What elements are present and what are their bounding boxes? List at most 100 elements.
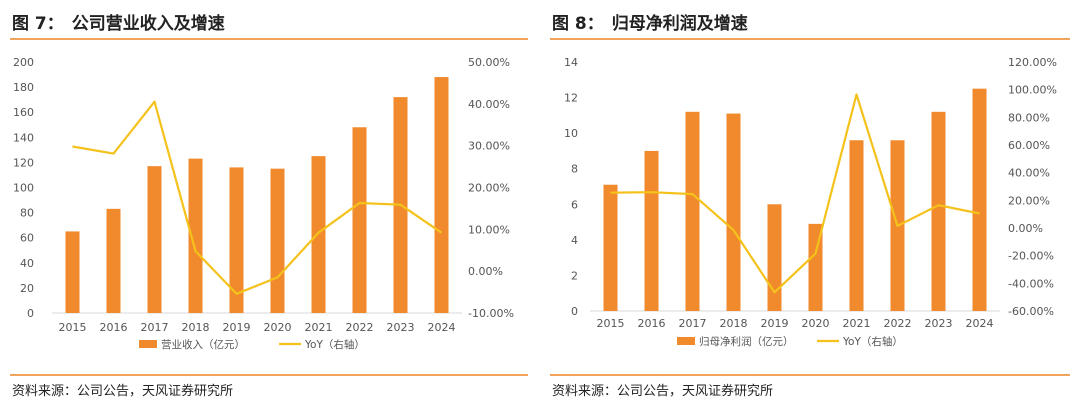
y2-tick-label: 10.00% xyxy=(468,223,510,236)
bar-mark xyxy=(229,167,244,313)
chart-title: 图 8： 归母净利润及增速 xyxy=(552,9,748,34)
figure-title: 归母净利润及增速 xyxy=(611,14,748,34)
chart-legend: 归母净利润（亿元） YoY（右轴） xyxy=(677,335,903,348)
chart-title: 图 7： 公司营业收入及增速 xyxy=(12,9,225,34)
x-tick-label: 2020 xyxy=(264,321,292,334)
bar-mark xyxy=(603,184,618,311)
y-tick-label: 0 xyxy=(571,305,578,318)
x-tick-label: 2024 xyxy=(966,317,994,330)
x-tick-label: 2016 xyxy=(100,321,128,334)
x-tick-label: 2023 xyxy=(925,317,953,330)
x-tick-label: 2015 xyxy=(597,317,625,330)
bar-mark xyxy=(311,156,326,313)
title-rule xyxy=(10,38,528,40)
revenue-chart: 0 20 40 60 80 100 120 140 160 180 200 -10.00% 0.00% 1… xyxy=(13,56,514,351)
y-tick-label: 10 xyxy=(564,127,578,140)
net-profit-chart: 0 2 4 6 8 10 12 14 -60.00% -40.00% -20.00% 0.00% 20.… xyxy=(564,56,1057,348)
bar-mark xyxy=(434,77,449,313)
bar-mark xyxy=(726,113,741,311)
y-tick-label: 2 xyxy=(571,269,578,282)
y2-tick-label: -60.00% xyxy=(1008,305,1054,318)
y2-tick-label: 20.00% xyxy=(468,182,510,195)
bar-mark xyxy=(931,111,946,311)
x-tick-label: 2022 xyxy=(346,321,374,334)
bar-mark xyxy=(352,127,367,313)
source-rule xyxy=(550,374,1070,376)
y-tick-label: 40 xyxy=(20,257,34,270)
x-tick-label: 2016 xyxy=(638,317,666,330)
x-tick-label: 2019 xyxy=(761,317,789,330)
x-tick-label: 2017 xyxy=(679,317,707,330)
legend-label-line: YoY（右轴） xyxy=(304,338,365,351)
x-tick-label: 2015 xyxy=(59,321,87,334)
y2-tick-label: -10.00% xyxy=(468,307,514,320)
legend-label-bar: 营业收入（亿元） xyxy=(161,338,245,351)
x-tick-label: 2024 xyxy=(428,321,456,334)
bar-mark xyxy=(685,111,700,311)
legend-label-bar: 归母净利润（亿元） xyxy=(699,335,794,348)
y-tick-label: 200 xyxy=(13,56,34,69)
bar-mark xyxy=(147,166,162,313)
y-tick-label: 160 xyxy=(13,106,34,119)
line-series xyxy=(72,100,443,295)
bar-mark xyxy=(270,168,285,313)
y2-tick-label: 50.00% xyxy=(468,56,510,69)
bar-mark xyxy=(188,158,203,313)
chart-panel-net-profit: 图 8： 归母净利润及增速 0 2 4 6 8 10 12 14 -60.00% -40.00% -2… xyxy=(550,0,1070,408)
legend-swatch-bar xyxy=(677,337,695,345)
y2-tick-label: 0.00% xyxy=(468,265,503,278)
y-tick-label: 120 xyxy=(13,156,34,169)
x-tick-label: 2017 xyxy=(141,321,169,334)
y2-tick-label: 100.00% xyxy=(1008,84,1057,97)
x-tick-label: 2018 xyxy=(720,317,748,330)
y-tick-label: 60 xyxy=(20,232,34,245)
y2-tick-label: 60.00% xyxy=(1008,139,1050,152)
source-rule xyxy=(10,374,528,376)
y-tick-label: 6 xyxy=(571,198,578,211)
x-tick-label: 2020 xyxy=(802,317,830,330)
line-series xyxy=(610,93,980,294)
title-rule xyxy=(550,38,1070,40)
source-note: 资料来源：公司公告，天风证券研究所 xyxy=(12,384,234,399)
y-tick-label: 100 xyxy=(13,182,34,195)
x-tick-label: 2022 xyxy=(884,317,912,330)
y2-tick-label: 40.00% xyxy=(1008,167,1050,180)
bar-mark xyxy=(106,208,121,313)
y-tick-label: 4 xyxy=(571,234,578,247)
legend-label-line: YoY（右轴） xyxy=(842,335,903,348)
legend-swatch-bar xyxy=(139,340,157,348)
y-tick-label: 20 xyxy=(20,282,34,295)
y2-tick-label: 80.00% xyxy=(1008,111,1050,124)
y2-tick-label: -20.00% xyxy=(1008,250,1054,263)
y-tick-label: 180 xyxy=(13,81,34,94)
y2-tick-label: 0.00% xyxy=(1008,222,1043,235)
y2-tick-label: 120.00% xyxy=(1008,56,1057,69)
x-tick-label: 2018 xyxy=(182,321,210,334)
figure-title: 公司营业收入及增速 xyxy=(71,14,225,34)
y2-tick-label: 20.00% xyxy=(1008,194,1050,207)
bar-mark xyxy=(972,88,987,311)
bar-mark xyxy=(849,140,864,311)
bar-mark xyxy=(65,231,80,313)
x-tick-label: 2021 xyxy=(843,317,871,330)
x-tick-label: 2023 xyxy=(387,321,415,334)
figure-number: 图 8： xyxy=(552,14,604,34)
y2-tick-label: -40.00% xyxy=(1008,277,1054,290)
bar-mark xyxy=(767,204,782,311)
bar-mark xyxy=(808,223,823,311)
y-tick-label: 8 xyxy=(571,163,578,176)
chart-panel-revenue: 图 7： 公司营业收入及增速 0 20 40 60 80 100 120 140 160 180 20… xyxy=(10,0,528,408)
chart-legend: 营业收入（亿元） YoY（右轴） xyxy=(139,338,365,351)
x-tick-label: 2021 xyxy=(305,321,333,334)
x-tick-label: 2019 xyxy=(223,321,251,334)
y-tick-label: 14 xyxy=(564,56,578,69)
y2-tick-label: 30.00% xyxy=(468,140,510,153)
y2-tick-label: 40.00% xyxy=(468,98,510,111)
source-note: 资料来源：公司公告，天风证券研究所 xyxy=(552,384,774,399)
figure-number: 图 7： xyxy=(12,14,64,34)
y-tick-label: 12 xyxy=(564,92,578,105)
y-tick-label: 0 xyxy=(27,307,34,320)
bar-mark xyxy=(644,150,659,311)
y-tick-label: 140 xyxy=(13,131,34,144)
y-tick-label: 80 xyxy=(20,207,34,220)
